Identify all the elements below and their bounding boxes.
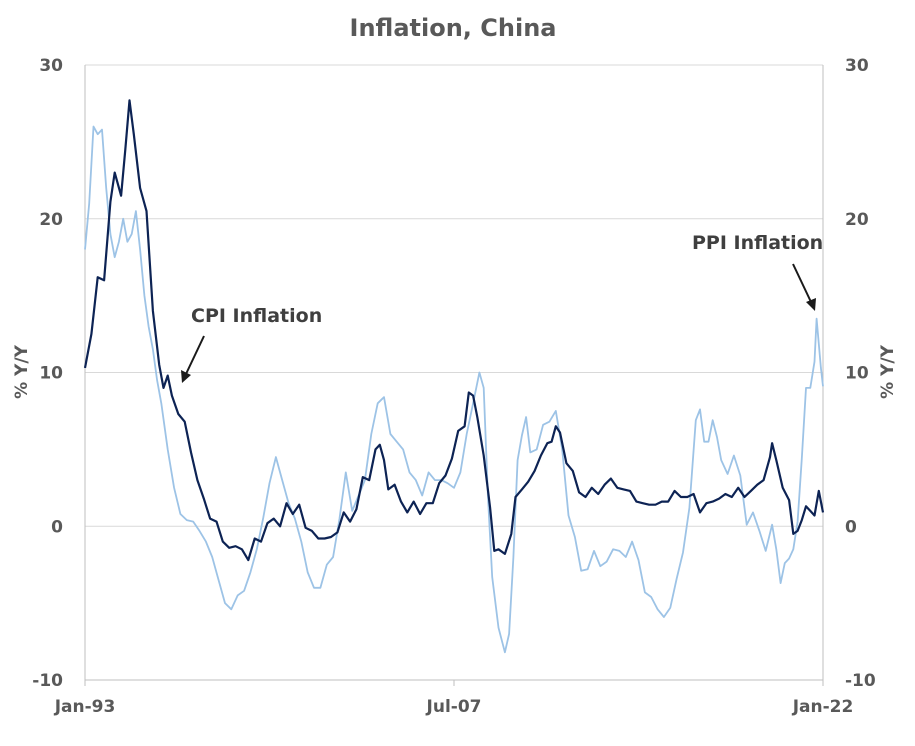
right-y-tick-labels: 30 20 10 0 -10 <box>845 56 876 691</box>
x-tick-label: Jan-22 <box>792 697 854 717</box>
ppi-arrowhead <box>806 298 816 311</box>
axes <box>84 65 824 686</box>
y-tick-label-left: 20 <box>39 210 63 230</box>
cpi-annotation-arrow <box>185 335 205 375</box>
cpi-arrowhead <box>181 370 191 383</box>
y-tick-label-right: 30 <box>845 56 869 76</box>
y-tick-label-left: -10 <box>32 671 63 691</box>
cpi-line <box>83 99 825 562</box>
series-lines <box>83 99 825 654</box>
x-tick-label: Jan-93 <box>54 697 116 717</box>
x-tick-labels: Jan-93 Jul-07 Jan-22 <box>54 697 854 717</box>
y-tick-label-left: 10 <box>39 364 63 384</box>
ppi-annotation-arrow <box>792 263 812 303</box>
y-tick-label-left: 30 <box>39 56 63 76</box>
left-y-axis-label: % Y/Y <box>12 344 32 398</box>
cpi-annotation: CPI Inflation <box>181 305 322 383</box>
ppi-annotation: PPI Inflation <box>692 232 823 311</box>
y-tick-label-right: 10 <box>845 364 869 384</box>
gridlines <box>85 64 823 527</box>
y-tick-label-left: 0 <box>51 517 63 537</box>
y-tick-label-right: 0 <box>845 517 857 537</box>
left-y-tick-labels: 30 20 10 0 -10 <box>32 56 63 691</box>
cpi-annotation-label: CPI Inflation <box>191 305 322 327</box>
y-tick-label-right: 20 <box>845 210 869 230</box>
chart-title: Inflation, China <box>350 14 557 42</box>
right-y-axis-label: % Y/Y <box>878 344 898 398</box>
ppi-annotation-label: PPI Inflation <box>692 232 823 254</box>
x-tick-label: Jul-07 <box>426 697 482 717</box>
y-tick-label-right: -10 <box>845 671 876 691</box>
ppi-line <box>84 125 824 654</box>
